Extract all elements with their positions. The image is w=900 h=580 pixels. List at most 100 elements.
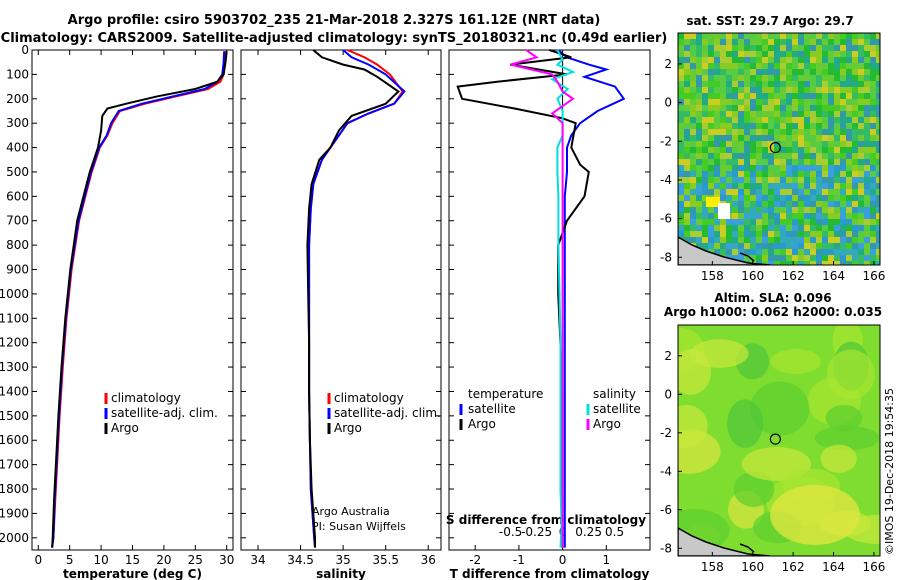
sst-cell [678, 141, 684, 147]
sst-cell [738, 81, 744, 87]
sst-cell [810, 255, 816, 261]
sst-cell [828, 141, 834, 147]
sst-cell [774, 39, 780, 45]
sst-cell [822, 159, 828, 165]
sst-cell [864, 189, 870, 195]
sst-cell [750, 105, 756, 111]
sst-cell [822, 219, 828, 225]
sst-cell [750, 237, 756, 243]
sst-cell [720, 183, 726, 189]
sst-cell [870, 249, 876, 255]
sst-cell [810, 141, 816, 147]
sst-cell [870, 135, 876, 141]
sst-cell [792, 249, 798, 255]
sst-cell [678, 195, 684, 201]
sst-cell [792, 45, 798, 51]
figure-title-line1: Argo profile: csiro 5903702_235 21-Mar-2… [68, 13, 601, 28]
sst-cell [690, 93, 696, 99]
sst-cell [720, 141, 726, 147]
sst-cell [810, 243, 816, 249]
sst-cell [738, 93, 744, 99]
sst-cell [696, 189, 702, 195]
temperature-ytick-label: 900 [6, 263, 29, 277]
sst-cell [798, 45, 804, 51]
sst-cell [720, 111, 726, 117]
sst-cell [720, 51, 726, 57]
sst-cell [738, 63, 744, 69]
temperature-ytick-label: 500 [6, 165, 29, 179]
sst-cell [822, 207, 828, 213]
sst-cell [834, 147, 840, 153]
sst-cell [684, 99, 690, 105]
sst-cell [876, 99, 880, 105]
difference-sal-tick-label: 0.25 [575, 525, 602, 539]
sst-cell [792, 225, 798, 231]
sst-cell [738, 159, 744, 165]
sst-cell [696, 45, 702, 51]
sst-cell [732, 39, 738, 45]
sst-cell [810, 165, 816, 171]
sst-cell [828, 207, 834, 213]
sst-cell [798, 63, 804, 69]
sst-cell [684, 129, 690, 135]
sst-cell [792, 177, 798, 183]
sst-cell [876, 75, 880, 81]
sst-cell [780, 33, 786, 39]
sst-cell [846, 189, 852, 195]
sst-cell [756, 63, 762, 69]
sst-cell [684, 195, 690, 201]
sst-cell [762, 147, 768, 153]
sst-cell [834, 33, 840, 39]
sst-cell [678, 75, 684, 81]
sst-cell [810, 171, 816, 177]
sst-cell [678, 63, 684, 69]
sla-xtick-label: 162 [782, 560, 805, 574]
sst-cell [726, 111, 732, 117]
difference-legend-left-label: Argo [468, 417, 496, 431]
sst-cell [792, 165, 798, 171]
sst-cell [786, 261, 792, 265]
sla-map-panel: 158 160 162 164 166 2 0 -2 -4 -6 -8 Altim. SLA: 0.0… [660, 291, 885, 574]
sst-cell [822, 99, 828, 105]
sst-cell [768, 201, 774, 207]
sst-cell [864, 69, 870, 75]
sst-cell [738, 207, 744, 213]
sst-cell [684, 147, 690, 153]
sst-cell [774, 249, 780, 255]
sst-cell [756, 45, 762, 51]
sst-cell [690, 33, 696, 39]
sst-cell [798, 213, 804, 219]
sst-cell [870, 219, 876, 225]
temperature-frame [31, 49, 234, 551]
sst-cell [762, 189, 768, 195]
sst-cell [840, 177, 846, 183]
sst-cell [714, 177, 720, 183]
sst-cell [750, 33, 756, 39]
sst-cell [774, 81, 780, 87]
sst-cell [738, 231, 744, 237]
sst-cell [690, 195, 696, 201]
sst-cell [720, 105, 726, 111]
sst-cell [798, 201, 804, 207]
temperature-legend-label: Argo [111, 421, 139, 435]
sst-cell [714, 93, 720, 99]
sst-cell [690, 99, 696, 105]
sst-cell [696, 63, 702, 69]
sst-xtick-label: 166 [862, 269, 885, 283]
sst-cell [738, 255, 744, 261]
salinity-legend-label: satellite-adj. clim. [334, 406, 441, 420]
sst-cell [720, 189, 726, 195]
sst-cell [822, 183, 828, 189]
sst-cell [780, 45, 786, 51]
sst-cell [828, 45, 834, 51]
sst-cell [768, 93, 774, 99]
sst-cell [762, 117, 768, 123]
sst-cell [690, 147, 696, 153]
sst-cell [756, 153, 762, 159]
sst-cell [744, 75, 750, 81]
sst-cell [798, 93, 804, 99]
sla-blob [814, 425, 880, 451]
sst-cell [702, 57, 708, 63]
sst-cell [774, 183, 780, 189]
sst-cell [876, 225, 880, 231]
